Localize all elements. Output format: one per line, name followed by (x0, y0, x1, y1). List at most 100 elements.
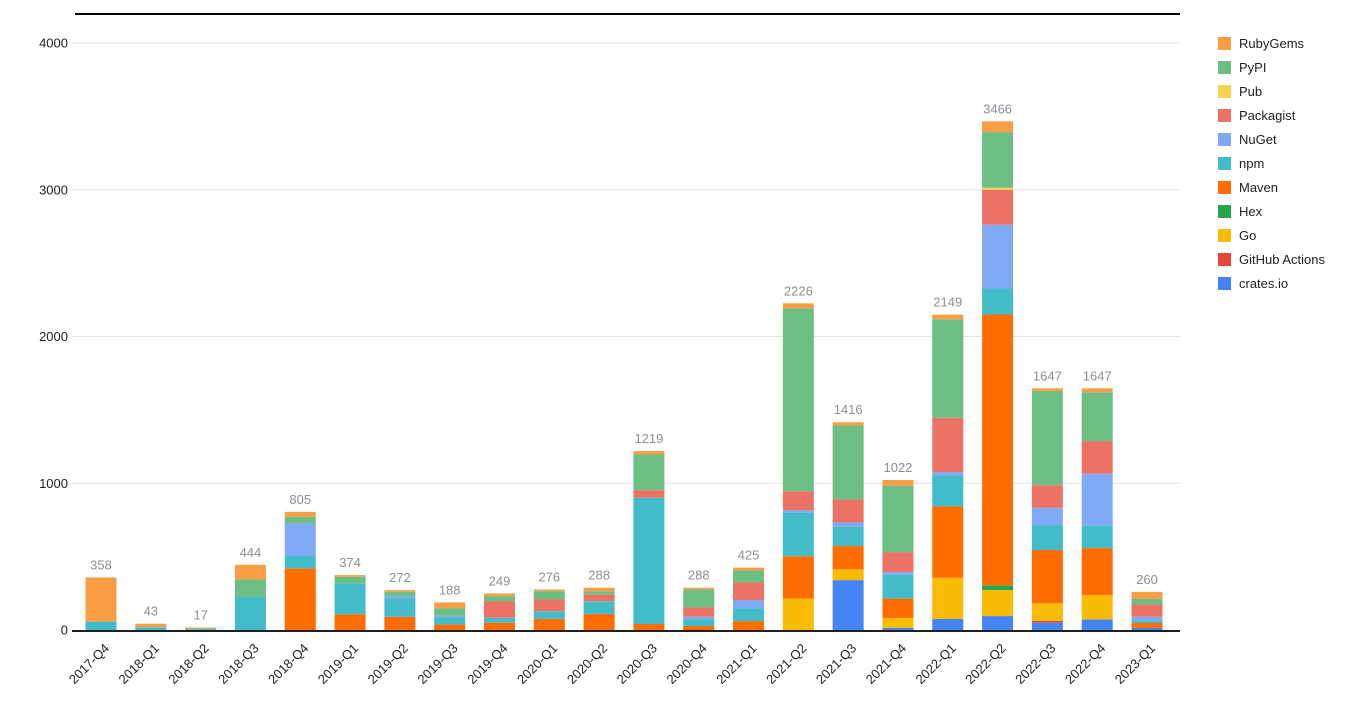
bar-segment-npm-2023-Q1[interactable] (1131, 620, 1163, 623)
bar-segment-nuget-2022-Q1[interactable] (932, 472, 964, 476)
bar-segment-npm-2019-Q1[interactable] (334, 583, 366, 615)
bar-segment-rubygems-2019-Q2[interactable] (384, 590, 416, 592)
bar-segment-pypi-2023-Q1[interactable] (1131, 598, 1163, 605)
bar-segment-npm-2019-Q2[interactable] (384, 598, 416, 617)
bar-segment-rubygems-2020-Q4[interactable] (683, 587, 715, 590)
bar-segment-packagist-2022-Q4[interactable] (1081, 441, 1113, 474)
bar-segment-go-2021-Q4[interactable] (882, 617, 914, 628)
bar-segment-maven-2020-Q4[interactable] (683, 626, 715, 630)
bar-segment-maven-2021-Q3[interactable] (832, 546, 864, 570)
bar-segment-crates-io-2022-Q2[interactable] (982, 616, 1014, 630)
bar-segment-maven-2023-Q1[interactable] (1131, 622, 1163, 628)
bar-segment-nuget-2021-Q2[interactable] (782, 510, 814, 513)
bar-segment-pypi-2022-Q4[interactable] (1081, 392, 1113, 442)
bar-segment-rubygems-2021-Q1[interactable] (733, 567, 765, 571)
bar-segment-npm-2022-Q2[interactable] (982, 288, 1014, 315)
legend-item-packagist[interactable]: Packagist (1218, 108, 1296, 123)
bar-segment-nuget-2022-Q4[interactable] (1081, 473, 1113, 526)
bar-segment-nuget-2022-Q3[interactable] (1031, 507, 1063, 526)
bar-segment-packagist-2022-Q1[interactable] (932, 417, 964, 473)
bar-segment-pypi-2020-Q4[interactable] (683, 589, 715, 608)
bar-segment-npm-2020-Q4[interactable] (683, 619, 715, 627)
bar-segment-go-2021-Q2[interactable] (782, 598, 814, 630)
bar-segment-pypi-2020-Q1[interactable] (533, 591, 565, 600)
bar-segment-npm-2020-Q2[interactable] (583, 601, 615, 614)
bar-segment-rubygems-2020-Q2[interactable] (583, 587, 615, 592)
bar-segment-packagist-2020-Q4[interactable] (683, 607, 715, 617)
legend-item-pypi[interactable]: PyPI (1218, 60, 1266, 75)
bar-segment-nuget-2023-Q1[interactable] (1131, 616, 1163, 621)
bar-segment-pypi-2018-Q3[interactable] (234, 579, 266, 597)
bar-segment-maven-2021-Q1[interactable] (733, 621, 765, 630)
bar-segment-rubygems-2018-Q4[interactable] (284, 511, 316, 517)
legend-item-crates-io[interactable]: crates.io (1218, 276, 1288, 291)
bar-segment-nuget-2018-Q4[interactable] (284, 523, 316, 557)
bar-segment-maven-2022-Q3[interactable] (1031, 550, 1063, 604)
bar-segment-pypi-2020-Q2[interactable] (583, 591, 615, 595)
legend-item-github-actions[interactable]: GitHub Actions (1218, 252, 1325, 267)
bar-segment-pypi-2019-Q1[interactable] (334, 576, 366, 584)
bar-segment-packagist-2021-Q4[interactable] (882, 552, 914, 573)
bar-segment-npm-2017-Q4[interactable] (85, 621, 117, 630)
bar-segment-maven-2022-Q4[interactable] (1081, 548, 1113, 596)
bar-segment-rubygems-2022-Q4[interactable] (1081, 388, 1113, 393)
bar-segment-rubygems-2017-Q4[interactable] (85, 577, 117, 622)
legend-item-nuget[interactable]: NuGet (1218, 132, 1277, 147)
bar-segment-rubygems-2023-Q1[interactable] (1131, 591, 1163, 599)
bar-segment-npm-2018-Q4[interactable] (284, 556, 316, 569)
bar-segment-packagist-2021-Q3[interactable] (832, 499, 864, 523)
bar-segment-rubygems-2021-Q3[interactable] (832, 422, 864, 426)
bar-segment-pypi-2022-Q2[interactable] (982, 132, 1014, 188)
bar-segment-nuget-2021-Q3[interactable] (832, 522, 864, 527)
bar-segment-maven-2020-Q1[interactable] (533, 618, 565, 630)
bar-segment-packagist-2022-Q2[interactable] (982, 189, 1014, 225)
bar-segment-npm-2020-Q1[interactable] (533, 611, 565, 619)
bar-segment-npm-2018-Q1[interactable] (135, 627, 167, 630)
bar-segment-nuget-2020-Q4[interactable] (683, 616, 715, 620)
bar-segment-pypi-2019-Q2[interactable] (384, 591, 416, 597)
bar-segment-maven-2020-Q3[interactable] (633, 623, 665, 630)
bar-segment-rubygems-2022-Q3[interactable] (1031, 388, 1063, 391)
bar-segment-maven-2019-Q2[interactable] (384, 616, 416, 630)
bar-segment-pypi-2021-Q4[interactable] (882, 485, 914, 553)
bar-segment-go-2022-Q3[interactable] (1031, 603, 1063, 621)
bar-segment-crates-io-2021-Q3[interactable] (832, 580, 864, 630)
bar-segment-npm-2022-Q1[interactable] (932, 475, 964, 507)
bar-segment-rubygems-2021-Q4[interactable] (882, 480, 914, 486)
bar-segment-npm-2021-Q3[interactable] (832, 526, 864, 547)
bar-segment-npm-2018-Q3[interactable] (234, 596, 266, 630)
bar-segment-npm-2021-Q4[interactable] (882, 574, 914, 599)
bar-segment-rubygems-2022-Q1[interactable] (932, 314, 964, 320)
bar-segment-maven-2020-Q2[interactable] (583, 613, 615, 630)
bar-segment-crates-io-2022-Q1[interactable] (932, 618, 964, 630)
legend-item-npm[interactable]: npm (1218, 156, 1264, 171)
bar-segment-maven-2021-Q2[interactable] (782, 556, 814, 599)
bar-segment-pypi-2021-Q2[interactable] (782, 308, 814, 492)
bar-segment-rubygems-2019-Q4[interactable] (483, 593, 515, 597)
bar-segment-packagist-2020-Q3[interactable] (633, 490, 665, 498)
bar-segment-crates-io-2023-Q1[interactable] (1131, 627, 1163, 630)
bar-segment-npm-2021-Q1[interactable] (733, 608, 765, 622)
bar-segment-nuget-2021-Q1[interactable] (733, 600, 765, 609)
bar-segment-hex-2022-Q2[interactable] (982, 585, 1014, 591)
bar-segment-packagist-2022-Q3[interactable] (1031, 485, 1063, 508)
bar-segment-npm-2021-Q2[interactable] (782, 512, 814, 557)
bar-segment-rubygems-2021-Q2[interactable] (782, 303, 814, 309)
bar-segment-rubygems-2022-Q2[interactable] (982, 121, 1014, 133)
bar-segment-go-2022-Q4[interactable] (1081, 595, 1113, 620)
bar-segment-github-actions-2022-Q3[interactable] (1031, 620, 1063, 623)
bar-segment-npm-2018-Q2[interactable] (185, 628, 217, 630)
bar-segment-maven-2019-Q4[interactable] (483, 622, 515, 630)
bar-segment-pypi-2018-Q4[interactable] (284, 516, 316, 524)
bar-segment-pypi-2022-Q3[interactable] (1031, 390, 1063, 486)
bar-segment-maven-2018-Q4[interactable] (284, 568, 316, 630)
bar-segment-rubygems-2019-Q3[interactable] (434, 602, 466, 609)
bar-segment-npm-2019-Q4[interactable] (483, 617, 515, 623)
bar-segment-maven-2022-Q2[interactable] (982, 314, 1014, 586)
bar-segment-pypi-2020-Q3[interactable] (633, 454, 665, 491)
bar-segment-pypi-2022-Q1[interactable] (932, 319, 964, 418)
bar-segment-npm-2020-Q3[interactable] (633, 497, 665, 624)
bar-segment-packagist-2023-Q1[interactable] (1131, 604, 1163, 617)
bar-segment-rubygems-2018-Q2[interactable] (185, 627, 217, 629)
bar-segment-npm-2022-Q4[interactable] (1081, 525, 1113, 549)
